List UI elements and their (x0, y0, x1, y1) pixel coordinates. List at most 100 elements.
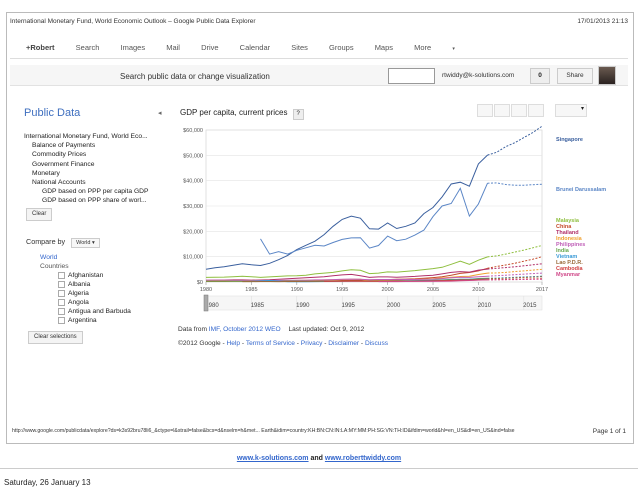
y-tick-label: $60,000 (183, 128, 203, 134)
timeline-tick-label: 2005 (432, 303, 446, 309)
country-item[interactable]: Albania (40, 280, 131, 289)
series-line-malaysia (205, 256, 488, 278)
tree-item-gdp-ppp-per-capita[interactable]: GDP based on PPP per capita GDP (42, 188, 149, 196)
gbar-item-profile[interactable]: +Robert (26, 43, 55, 52)
gbar-item-maps[interactable]: Maps (374, 43, 394, 52)
share-button[interactable]: Share (557, 68, 593, 84)
country-label: Algeria (68, 290, 89, 297)
compare-dropdown[interactable]: World ▾ (71, 238, 100, 248)
data-source: Data from IMF, October 2012 WEO Last upd… (178, 326, 364, 333)
checkbox-icon[interactable] (58, 271, 65, 279)
series-forecast-indonesia (487, 268, 543, 274)
legend-label: Thailand (556, 230, 579, 236)
x-tick-label: 2010 (472, 287, 484, 293)
x-tick-label: 1990 (291, 287, 303, 293)
page-title[interactable]: Public Data (24, 107, 81, 119)
terms-link[interactable]: Terms of Service (245, 340, 295, 347)
separator: - (294, 340, 301, 347)
gbar-item-search[interactable]: Search (75, 43, 100, 52)
data-source-prefix: Data from (178, 326, 207, 333)
separator: - (220, 340, 227, 347)
country-item[interactable]: Argentina (40, 316, 131, 325)
y-tick-label: $30,000 (183, 204, 203, 210)
timeline-tick-label: 2015 (523, 303, 537, 309)
tree-item-national-accounts[interactable]: National Accounts (32, 179, 86, 187)
privacy-link[interactable]: Privacy (300, 340, 323, 347)
site-link-roberttwiddy[interactable]: www.roberttwiddy.com (324, 455, 402, 462)
timeline-tick-label: 1980 (205, 303, 219, 309)
bubble-chart-button[interactable] (528, 104, 544, 117)
chart-title-text: GDP per capita, current prices (180, 108, 288, 117)
footer-divider (0, 468, 638, 469)
chart-options-dropdown[interactable]: ▾ (555, 104, 587, 117)
gbar-item-calendar[interactable]: Calendar (239, 43, 271, 52)
tree-item-commodity-prices[interactable]: Commodity Prices (32, 151, 87, 159)
legend-label: Singapore (556, 137, 583, 143)
country-label: Antigua and Barbuda (68, 308, 131, 315)
gbar-item-drive[interactable]: Drive (201, 43, 219, 52)
country-item[interactable]: Afghanistan (40, 271, 131, 280)
chart-title: GDP per capita, current prices ? (180, 108, 304, 120)
country-item[interactable]: Angola (40, 298, 131, 307)
y-tick-label: $40,000 (183, 179, 203, 185)
checkbox-icon[interactable] (58, 307, 65, 315)
series-forecast-singapore (487, 125, 543, 156)
tree-item-government-finance[interactable]: Government Finance (32, 160, 95, 168)
country-item[interactable]: Antigua and Barbuda (40, 307, 131, 316)
collapse-icon[interactable]: ◂ (158, 110, 162, 117)
help-link[interactable]: Help (226, 340, 241, 347)
site-link-k-solutions[interactable]: www.k-solutions.com (236, 455, 309, 462)
gbar-item-mail[interactable]: Mail (166, 43, 180, 52)
account-email[interactable]: rtwiddy@k-solutions.com (442, 72, 515, 79)
series-line-philippines (205, 275, 488, 282)
discuss-link[interactable]: Discuss (364, 340, 389, 347)
series-line-myanmar (378, 279, 488, 283)
checkbox-icon[interactable] (58, 280, 65, 288)
map-chart-button[interactable] (511, 104, 527, 117)
dataset-tree: International Monetary Fund, World Eco..… (24, 132, 164, 221)
gdp-line-chart: $0 $10,000 $20,000 $30,000 $40,000 $50,000 $60… (183, 125, 606, 312)
data-source-link[interactable]: IMF, October 2012 WEO (208, 326, 281, 333)
checkbox-icon[interactable] (58, 298, 65, 306)
site-links: www.k-solutions.com and www.roberttwiddy… (0, 455, 638, 462)
tree-item-gdp-ppp-share[interactable]: GDP based on PPP share of worl... (42, 197, 147, 205)
search-label: Search public data or change visualizati… (120, 72, 270, 81)
separator: - (322, 340, 329, 347)
world-link[interactable]: World (40, 254, 58, 261)
gbar-item-sites[interactable]: Sites (291, 43, 308, 52)
compare-by: Compare by World ▾ (26, 237, 100, 248)
x-tick-label: 1995 (336, 287, 348, 293)
timeline-tick-label: 2010 (478, 303, 492, 309)
line-chart-button[interactable] (477, 104, 493, 117)
disclaimer-link[interactable]: Disclaimer (328, 340, 360, 347)
checkbox-icon[interactable] (58, 289, 65, 297)
y-tick-label: $10,000 (183, 255, 203, 261)
timeline-handle[interactable] (203, 294, 209, 312)
help-icon[interactable]: ? (292, 109, 304, 120)
tree-item-monetary[interactable]: Monetary (32, 169, 60, 177)
google-bar: +Robert Search Images Mail Drive Calenda… (26, 43, 493, 52)
gbar-item-images[interactable]: Images (120, 43, 146, 52)
notification-count[interactable]: 0 (530, 68, 550, 84)
tree-item-balance-of-payments[interactable]: Balance of Payments (32, 142, 96, 150)
chart-grid (205, 129, 543, 283)
clear-button[interactable]: Clear (26, 207, 53, 221)
gbar-item-more[interactable]: More ▾ (414, 43, 474, 52)
print-timestamp: 17/01/2013 21:13 (577, 18, 628, 25)
x-tick-label: 2017 (536, 287, 548, 293)
chevron-down-icon: ▾ (452, 46, 455, 52)
avatar[interactable] (598, 66, 616, 85)
clear-selections-button[interactable]: Clear selections (28, 331, 83, 344)
tree-item-root[interactable]: International Monetary Fund, World Eco..… (24, 133, 148, 140)
print-frame (6, 12, 634, 444)
document-date: Saturday, 26 January 13 (4, 478, 91, 487)
country-item[interactable]: Algeria (40, 289, 131, 298)
legend-label: Brunei Darussalam (556, 187, 606, 193)
gbar-item-groups[interactable]: Groups (328, 43, 354, 52)
bar-chart-button[interactable] (494, 104, 510, 117)
chart-type-toolbar (477, 104, 545, 117)
countries-heading: Countries (40, 263, 69, 270)
search-input[interactable] (388, 68, 435, 84)
search-row: Search public data or change visualizati… (10, 65, 628, 86)
checkbox-icon[interactable] (58, 316, 65, 324)
